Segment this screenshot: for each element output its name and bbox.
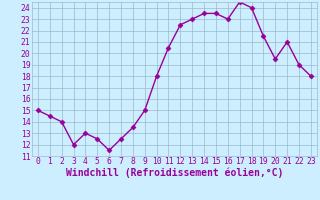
X-axis label: Windchill (Refroidissement éolien,°C): Windchill (Refroidissement éolien,°C) <box>66 168 283 178</box>
